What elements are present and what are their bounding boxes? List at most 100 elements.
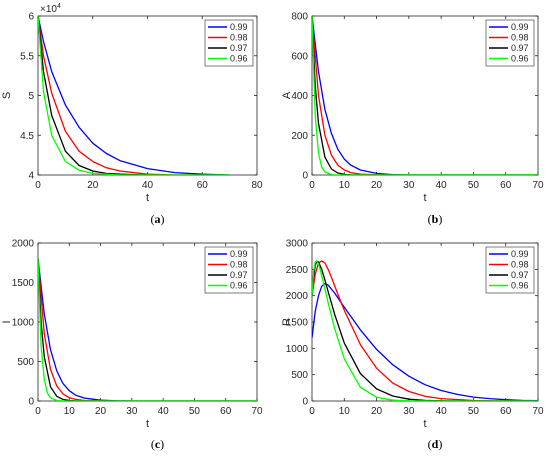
x-tick-label: 40: [436, 180, 448, 191]
y-tick-label: 1000: [286, 344, 309, 355]
x-axis-label: t: [146, 192, 149, 204]
y-tick-label: 200: [291, 131, 308, 142]
x-axis-label: t: [423, 418, 426, 430]
legend-label: 0.98: [511, 260, 529, 270]
y-axis-label: R: [281, 318, 293, 326]
x-tick-label: 10: [64, 406, 76, 417]
legend-label: 0.96: [230, 54, 248, 64]
y-tick-label: 2500: [286, 265, 309, 276]
y-tick-label: 5.5: [20, 51, 34, 62]
panel-caption: (d): [428, 437, 443, 451]
legend-label: 0.98: [230, 33, 248, 43]
legend-label: 0.96: [230, 281, 248, 291]
y-tick-label: 400: [291, 91, 308, 102]
series-line-0-98: [38, 258, 257, 401]
legend: 0.990.980.970.96: [204, 246, 254, 294]
series-line-0-99: [38, 258, 257, 401]
legend-label: 0.97: [230, 43, 248, 53]
y-axis-label: A: [281, 91, 293, 99]
x-tick-label: 30: [403, 180, 415, 191]
x-tick-label: 60: [220, 406, 232, 417]
x-tick-label: 30: [403, 406, 415, 417]
x-tick-label: 10: [339, 406, 351, 417]
x-tick-label: 40: [158, 406, 170, 417]
series-line-0-97: [38, 16, 230, 175]
x-tick-label: 60: [500, 180, 512, 191]
x-axis-label: t: [146, 418, 149, 430]
x-tick-label: 20: [371, 180, 383, 191]
y-tick-label: 500: [291, 370, 308, 381]
chart-panel-a: 0 20 40 60 8044.555.56×104tS0.990.980.970.96…: [1, 3, 263, 226]
chart-panel-b: 0 10 20 30 40 50 60 700200400600800tA0.990.980.…: [281, 12, 544, 227]
y-tick-label: 2000: [286, 291, 309, 302]
y-tick-label: 4.5: [20, 131, 34, 142]
series-line-0-99: [312, 282, 538, 401]
legend-label: 0.98: [230, 260, 248, 270]
y-tick-label: 5: [28, 91, 34, 102]
y-axis-label: I: [1, 320, 13, 323]
panel-caption: (a): [151, 212, 165, 226]
series-line-0-99: [38, 16, 230, 175]
x-tick-label: 50: [468, 180, 480, 191]
x-tick-label: 70: [532, 180, 544, 191]
y-axis-label: S: [1, 92, 13, 99]
x-axis-label: t: [423, 192, 426, 204]
x-tick-label: 0: [35, 406, 41, 417]
y-exponent-power: 4: [57, 3, 61, 10]
x-tick-label: 60: [197, 180, 209, 191]
series-line-0-99: [312, 16, 538, 175]
y-tick-label: 500: [17, 357, 34, 368]
series-line-0-96: [312, 16, 538, 175]
x-tick-label: 40: [436, 406, 448, 417]
x-tick-label: 20: [371, 406, 383, 417]
legend-label: 0.96: [511, 54, 529, 64]
y-tick-label: 4: [28, 171, 34, 182]
y-tick-label: 1000: [12, 318, 35, 329]
x-tick-label: 20: [95, 406, 107, 417]
x-tick-label: 50: [189, 406, 201, 417]
legend: 0.990.980.970.96: [485, 246, 535, 294]
y-tick-label: 3000: [286, 239, 309, 250]
chart-panel-d: 0 10 20 30 40 50 60 70 0 500 1000 1500 2000 2500 3000 t…: [281, 239, 544, 452]
series-line-0-98: [38, 16, 230, 175]
legend-label: 0.99: [230, 249, 248, 259]
legend-label: 0.97: [230, 270, 248, 280]
x-tick-label: 20: [87, 180, 99, 191]
y-tick-label: 1500: [12, 278, 35, 289]
x-tick-label: 70: [251, 406, 263, 417]
y-tick-label: 0: [302, 397, 308, 408]
legend: 0.990.980.970.96: [485, 19, 535, 67]
y-tick-label: 1500: [286, 318, 309, 329]
legend-label: 0.99: [230, 22, 248, 32]
y-tick-label: 800: [291, 12, 308, 23]
x-tick-label: 0: [309, 180, 315, 191]
x-tick-label: 70: [532, 406, 544, 417]
legend-label: 0.97: [511, 270, 529, 280]
x-tick-label: 10: [339, 180, 351, 191]
x-tick-label: 60: [500, 406, 512, 417]
legend-label: 0.96: [511, 281, 529, 291]
y-tick-label: 2000: [12, 239, 35, 250]
x-tick-label: 80: [251, 180, 263, 191]
x-tick-label: 0: [35, 180, 41, 191]
y-tick-label: 6: [28, 12, 34, 23]
series-line-0-96: [312, 260, 538, 401]
legend-label: 0.97: [511, 43, 529, 53]
series-line-0-96: [38, 16, 230, 175]
series-line-0-98: [312, 260, 538, 401]
x-tick-label: 30: [126, 406, 138, 417]
chart-panel-c: 0 10 20 30 40 50 60 700500100015002000tI0.990.9…: [1, 239, 263, 452]
legend-label: 0.99: [511, 22, 529, 32]
y-tick-label: 0: [28, 397, 34, 408]
y-tick-label: 0: [302, 171, 308, 182]
legend: 0.990.980.970.96: [204, 19, 254, 67]
series-line-0-98: [312, 16, 538, 175]
x-tick-label: 40: [142, 180, 154, 191]
y-tick-label: 600: [291, 51, 308, 62]
y-exponent-base: ×10: [40, 4, 57, 15]
legend-label: 0.98: [511, 33, 529, 43]
series-line-0-96: [38, 258, 257, 401]
panel-caption: (b): [428, 212, 443, 226]
panel-caption: (c): [151, 437, 164, 451]
